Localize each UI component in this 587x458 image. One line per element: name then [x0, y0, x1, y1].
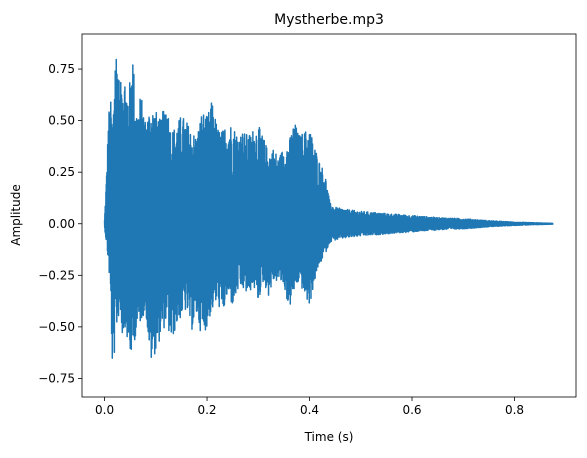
chart-title: Mystherbe.mp3	[274, 12, 384, 28]
y-tick-label: 0.75	[48, 62, 75, 76]
series-layer	[103, 58, 554, 359]
x-tick-label: 0.2	[197, 403, 216, 417]
x-tick-label: 0.6	[402, 403, 421, 417]
y-tick-label: 0.50	[48, 114, 75, 128]
y-tick-label: −0.25	[38, 268, 75, 282]
y-tick-label: −0.50	[38, 320, 75, 334]
x-tick-label: 0.8	[505, 403, 524, 417]
plot-area	[81, 33, 577, 398]
x-tick-label: 0.4	[300, 403, 319, 417]
axes-frame	[81, 33, 577, 398]
y-tick-label: 0.00	[48, 217, 75, 231]
waveform-line	[103, 58, 554, 359]
y-axis-label: Amplitude	[9, 184, 23, 246]
y-axis-ticks: −0.75 −0.50 −0.25 0.00 0.25 0.50 0.75	[38, 62, 82, 385]
y-tick-label: 0.25	[48, 165, 75, 179]
y-tick-label: −0.75	[38, 371, 75, 385]
x-tick-label: 0.0	[95, 403, 114, 417]
x-axis-label: Time (s)	[304, 430, 354, 444]
x-axis-ticks: 0.0 0.2 0.4 0.6 0.8	[95, 397, 524, 417]
